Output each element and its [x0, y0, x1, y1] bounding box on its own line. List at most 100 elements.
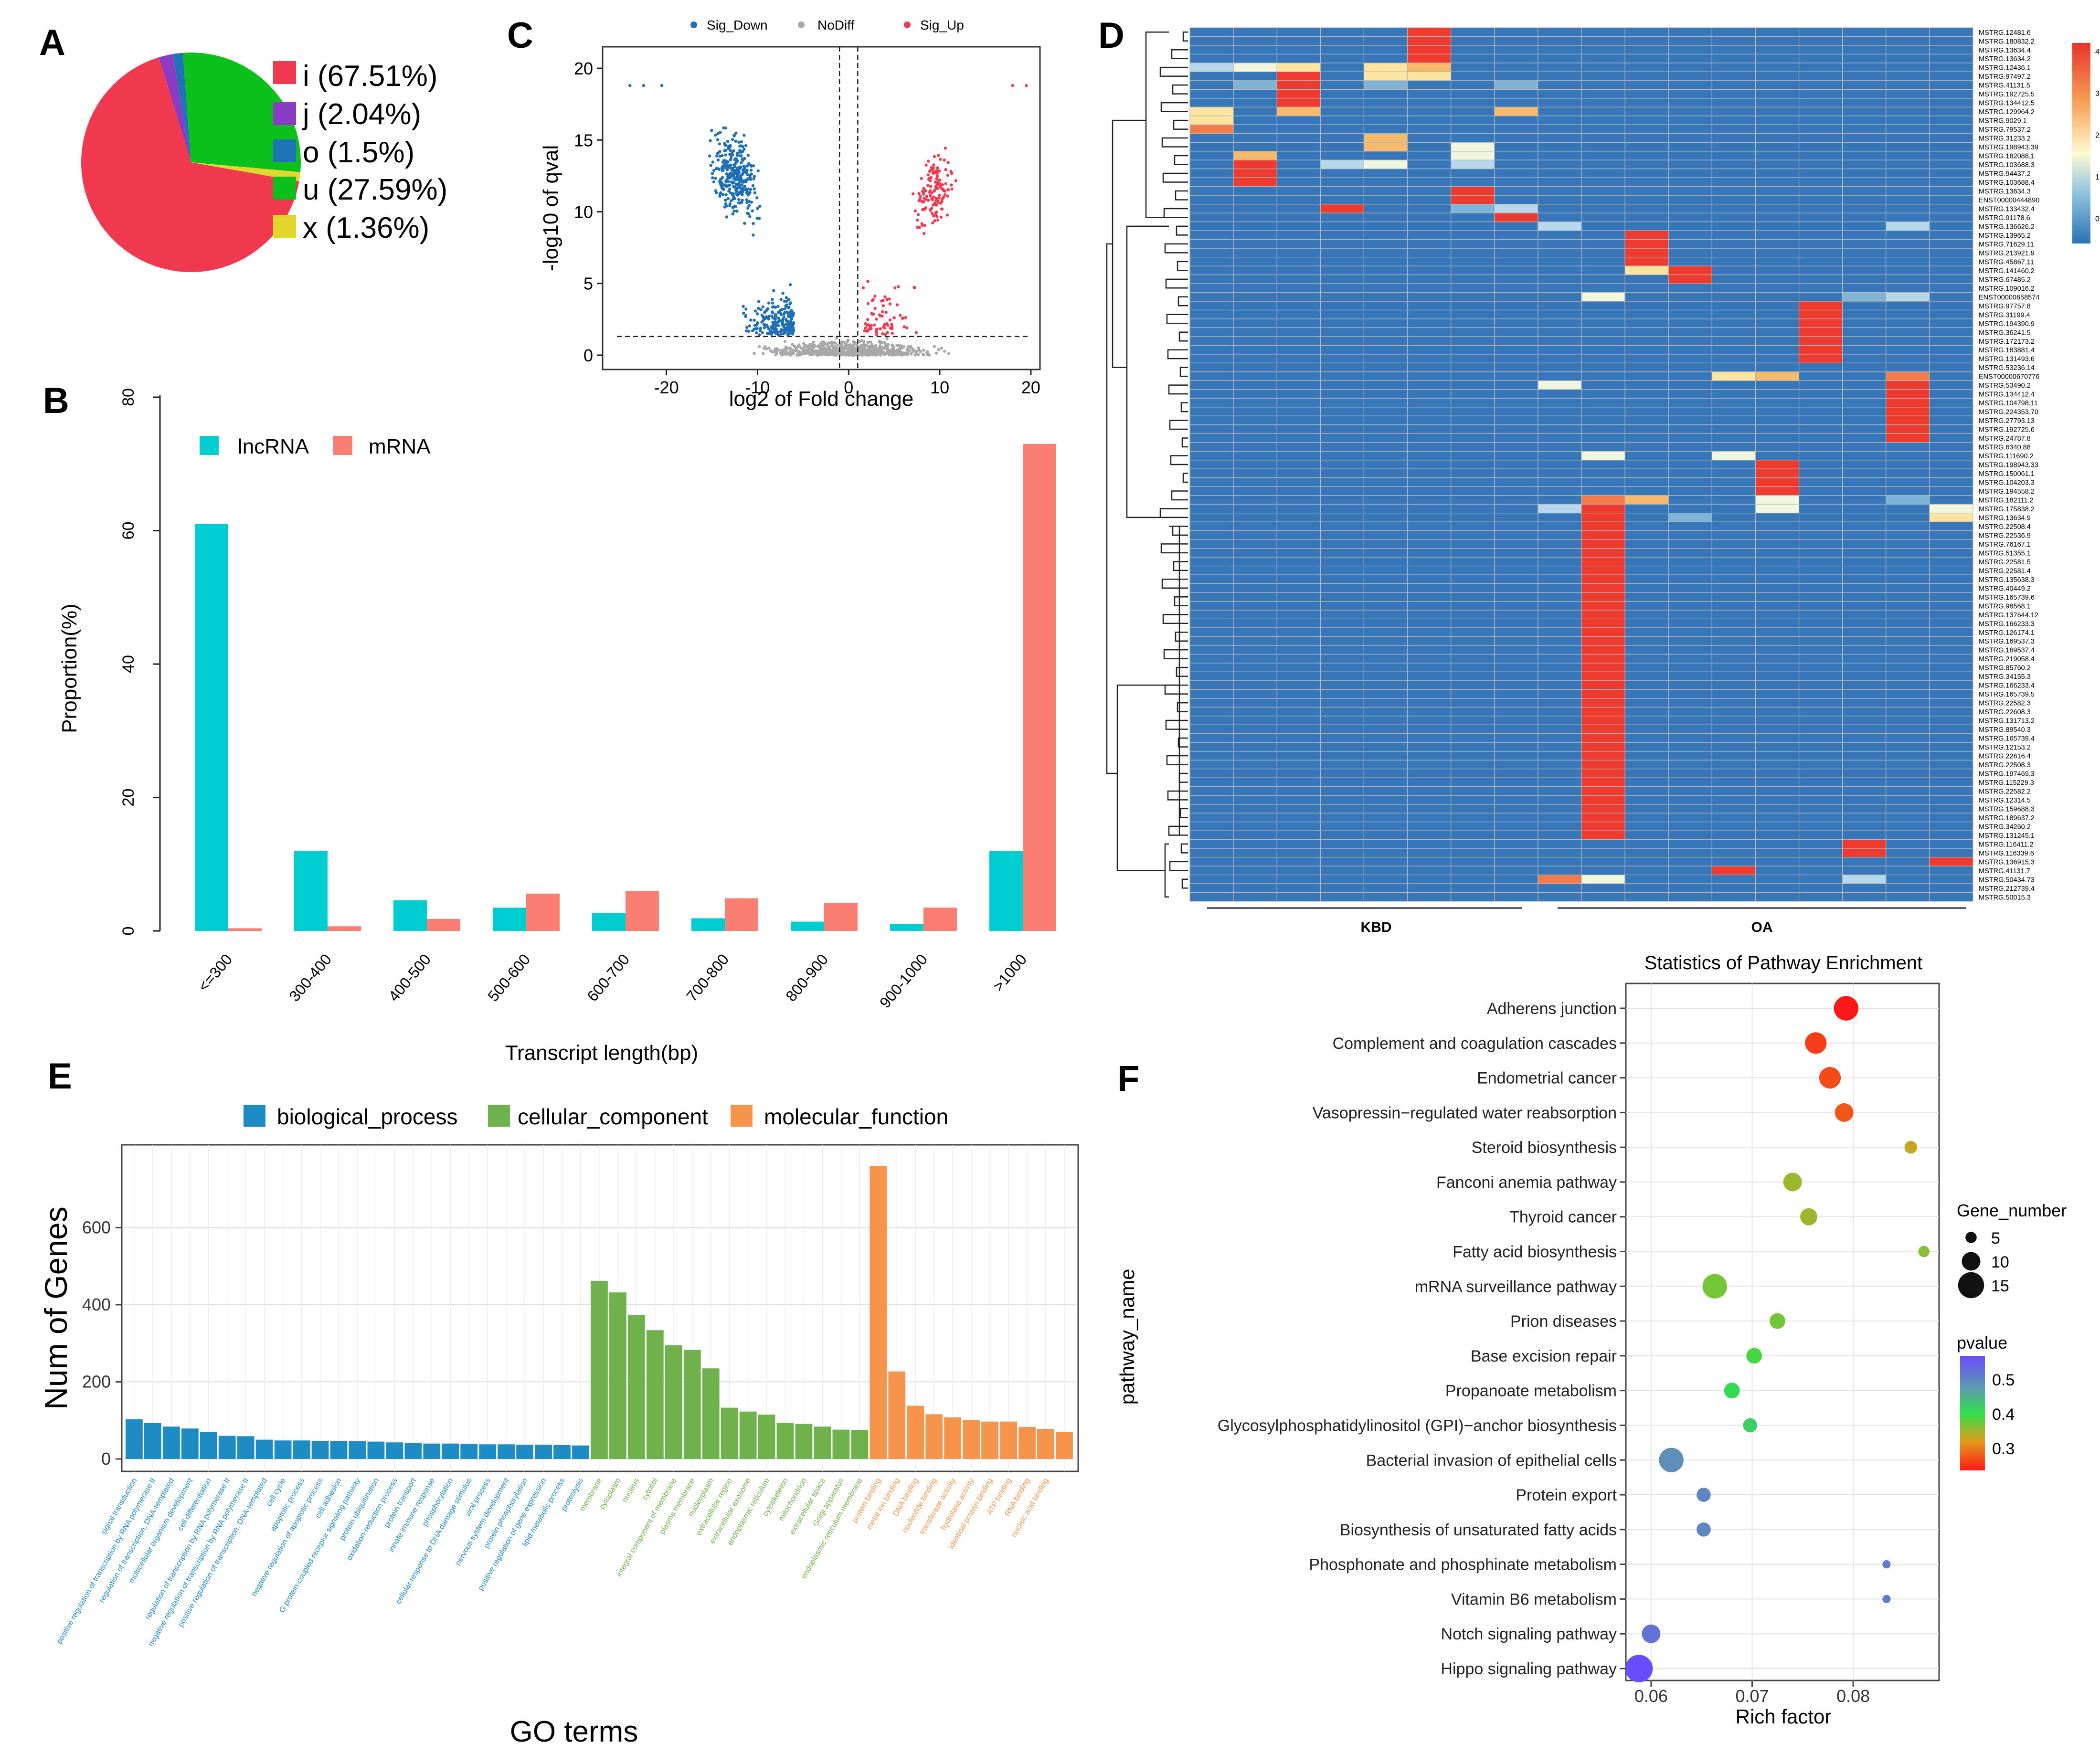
- c-point-nodiff: [892, 346, 895, 349]
- heat-cell: [1494, 239, 1538, 249]
- c-point-up: [934, 184, 938, 188]
- heat-cell: [1581, 389, 1625, 399]
- heat-cell: [1233, 627, 1277, 637]
- heat-cell: [1538, 874, 1582, 884]
- heat-cell: [1624, 724, 1669, 734]
- heat-cell: [1320, 892, 1365, 902]
- c-point-down: [724, 166, 728, 170]
- heat-cell: [1711, 610, 1756, 620]
- e-bar-27: [627, 1314, 645, 1459]
- heat-cell: [1363, 777, 1408, 787]
- c-x-tick-label: 20: [1021, 378, 1040, 397]
- c-point-nodiff: [823, 347, 827, 350]
- e-bar-9: [293, 1440, 310, 1459]
- c-point-up: [933, 219, 936, 222]
- c-point-down: [744, 144, 748, 148]
- heat-row-label: MSTRG.13965.2: [1979, 232, 2031, 240]
- heat-cell: [1929, 795, 1973, 805]
- e-bar-11: [330, 1441, 348, 1459]
- c-point-nodiff: [891, 344, 894, 347]
- dendro-link: [1174, 155, 1188, 165]
- heat-cell: [1755, 795, 1800, 805]
- heat-cell: [1538, 574, 1582, 584]
- c-point-down: [785, 296, 788, 299]
- heat-cell: [1189, 557, 1234, 567]
- c-legend-dot-down: [690, 21, 697, 28]
- heat-cell: [1711, 627, 1756, 637]
- c-point-down: [755, 327, 759, 330]
- heat-cell: [1189, 548, 1234, 558]
- heat-cell: [1189, 186, 1234, 196]
- panel-label-c: C: [507, 15, 533, 56]
- heat-row-label: MSTRG.213921.9: [1979, 250, 2035, 257]
- heat-cell: [1451, 248, 1495, 258]
- f-dot-0: [1834, 996, 1859, 1021]
- heat-cell: [1755, 63, 1800, 73]
- c-point-nodiff: [839, 344, 843, 348]
- heat-cell: [1363, 151, 1408, 160]
- heat-cell: [1581, 627, 1625, 637]
- heat-cell: [1320, 610, 1365, 620]
- heat-cell: [1363, 468, 1408, 478]
- heat-cell: [1668, 415, 1712, 425]
- heat-cell: [1233, 813, 1277, 823]
- heat-cell: [1798, 292, 1843, 302]
- heat-cell: [1798, 327, 1843, 337]
- heat-row-label: MSTRG.150061.1: [1979, 470, 2035, 478]
- heat-cell: [1320, 874, 1365, 884]
- heat-cell: [1842, 45, 1887, 55]
- c-point-up: [935, 175, 939, 178]
- heat-cell: [1581, 309, 1625, 319]
- c-point-down: [741, 150, 744, 153]
- heat-row-label: MSTRG.22616.4: [1979, 753, 2031, 761]
- heat-cell: [1929, 504, 1973, 514]
- heat-cell: [1451, 283, 1495, 293]
- heat-cell: [1624, 116, 1669, 125]
- heat-cell: [1407, 53, 1452, 63]
- c-point-up: [937, 154, 940, 157]
- e-bar-34: [758, 1415, 775, 1459]
- heat-cell: [1451, 212, 1495, 222]
- heat-cell: [1363, 318, 1408, 328]
- c-point-down: [785, 323, 788, 326]
- e-bar-14: [386, 1442, 403, 1459]
- heat-cell: [1842, 786, 1887, 796]
- c-x-tick-label: 10: [930, 378, 949, 397]
- heat-cell: [1624, 415, 1669, 425]
- heat-cell: [1363, 71, 1408, 81]
- heat-cell: [1451, 362, 1495, 372]
- e-bar-23: [553, 1445, 571, 1459]
- heat-cell: [1929, 654, 1973, 664]
- c-point-down: [737, 201, 741, 205]
- heat-cell: [1451, 124, 1495, 134]
- heat-row-label: MSTRG.197469.3: [1979, 771, 2035, 778]
- heat-cell: [1276, 345, 1321, 355]
- heat-cell: [1886, 883, 1930, 893]
- heat-cell: [1494, 822, 1538, 831]
- c-point-up: [875, 328, 879, 331]
- c-point-down: [712, 169, 716, 172]
- heat-cell: [1755, 239, 1800, 249]
- heat-cell: [1711, 848, 1756, 858]
- heat-cell: [1494, 786, 1538, 796]
- heat-cell: [1407, 618, 1452, 628]
- heat-row-label: MSTRG.13634.2: [1979, 55, 2031, 63]
- heat-cell: [1755, 354, 1800, 364]
- heat-cell: [1581, 874, 1625, 884]
- heat-cell: [1407, 71, 1452, 81]
- heat-cell: [1363, 362, 1408, 372]
- heat-cell: [1189, 663, 1234, 672]
- heat-cell: [1538, 186, 1582, 196]
- heat-cell: [1189, 371, 1234, 381]
- e-bar-4: [200, 1432, 217, 1459]
- c-point-down: [746, 211, 749, 215]
- heat-cell: [1668, 786, 1712, 796]
- heat-cell: [1363, 856, 1408, 866]
- heat-cell: [1581, 557, 1625, 567]
- heat-cell: [1407, 777, 1452, 787]
- heat-cell: [1929, 874, 1973, 884]
- heat-cell: [1711, 345, 1756, 355]
- heat-cell: [1189, 80, 1234, 90]
- heat-cell: [1842, 36, 1887, 46]
- c-x-tick-label: 0: [844, 378, 853, 397]
